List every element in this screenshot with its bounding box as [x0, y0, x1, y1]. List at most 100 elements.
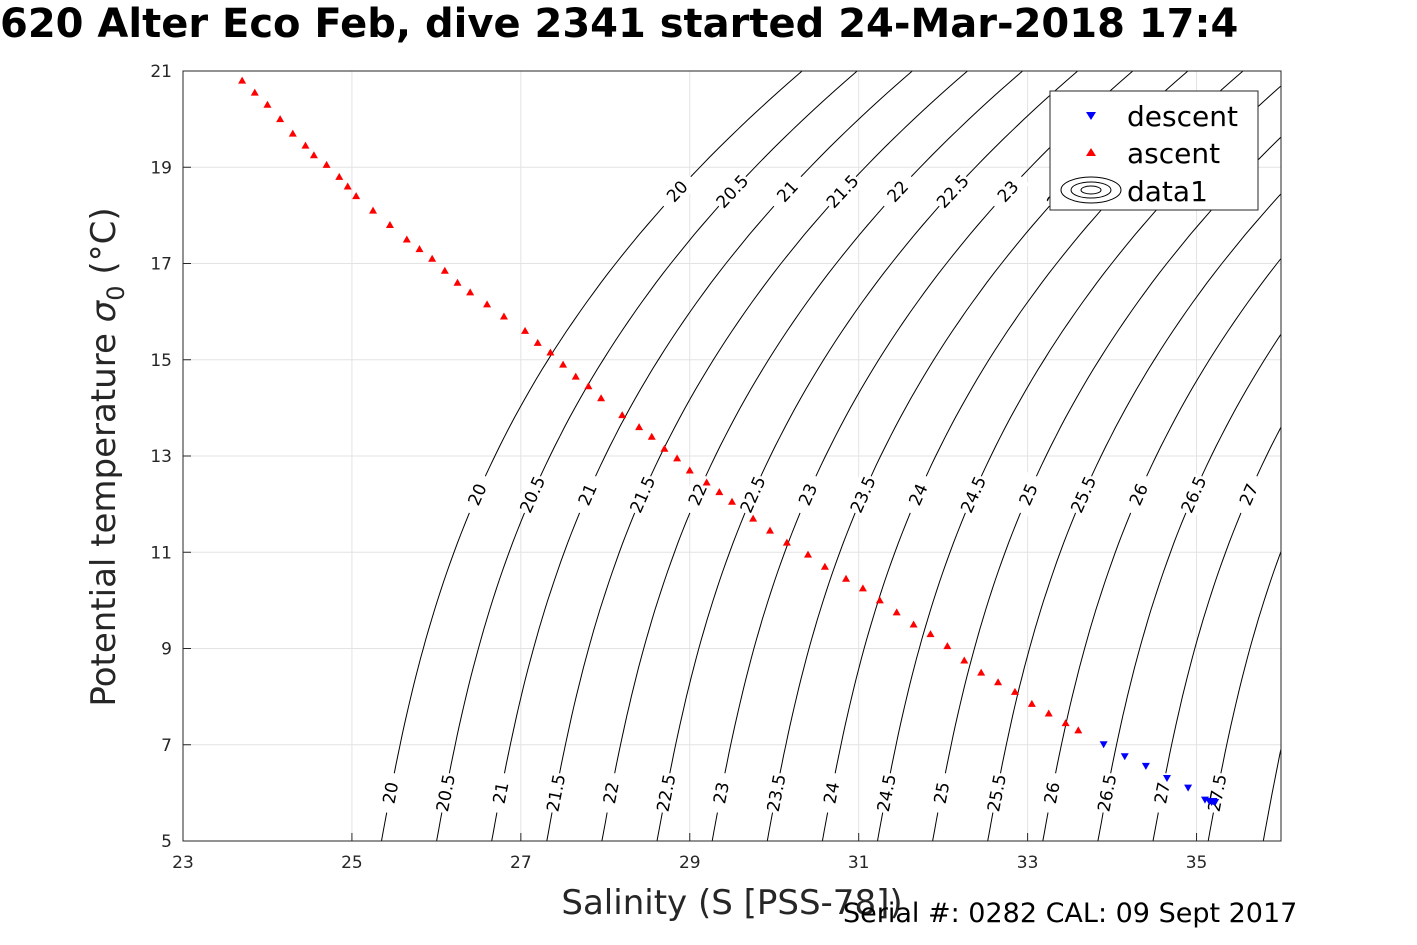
contour-label-group: 20.5 [514, 471, 551, 518]
x-tick-label: 25 [341, 853, 363, 873]
ascent-point [994, 678, 1003, 686]
contour-label-group: 21.5 [541, 771, 571, 815]
ascent-point [483, 300, 492, 308]
data-points [238, 76, 1220, 806]
ascent-point [875, 596, 884, 604]
contour-line [1152, 426, 1281, 841]
ascent-point [521, 326, 530, 334]
ascent-point [276, 115, 285, 123]
descent-point [1099, 741, 1108, 749]
ascent-point [584, 382, 593, 390]
contour-label-bg [1092, 771, 1122, 815]
contour-label-bg [651, 771, 681, 815]
contour-label-group: 20 [459, 471, 496, 518]
contour-label: 23.5 [847, 474, 881, 517]
descent-point [1211, 799, 1220, 806]
ascent-point [926, 630, 935, 638]
y-tick-label: 17 [150, 255, 172, 275]
ascent-point [385, 221, 394, 228]
ascent-point [428, 254, 437, 262]
ascent-point [597, 394, 606, 402]
ascent-point [1074, 726, 1083, 734]
contour-label-bg [624, 471, 661, 518]
contour-label-bg [514, 471, 551, 518]
contour-label-group: 20 [375, 771, 406, 815]
ascent-point [1044, 709, 1053, 717]
contour-label-bg [541, 771, 571, 815]
contour-label-bg [931, 169, 975, 214]
contour-label-bg [926, 771, 957, 815]
ascent-point [335, 172, 344, 180]
ascent-point [1010, 687, 1019, 695]
ascent-point [322, 160, 331, 168]
ascent-point [728, 497, 736, 505]
y-tick-label: 21 [150, 62, 172, 82]
contour-label-group: 21.5 [624, 471, 661, 518]
contour-label-bg [655, 169, 699, 214]
ascent-point [685, 466, 694, 474]
contour-label-group: 25.5 [1065, 471, 1102, 518]
contour-label: 20.5 [516, 474, 550, 517]
ascent-point [343, 182, 352, 190]
contour-label: 27 [1151, 781, 1175, 806]
ascent-point [309, 151, 318, 159]
ascent-point [618, 411, 627, 419]
contour-label-bg [569, 471, 606, 518]
ascent-point [288, 129, 297, 137]
contour-label-bg [1065, 471, 1102, 518]
ascent-point [533, 338, 542, 346]
contour-label-bg [1147, 771, 1177, 815]
legend-descent-label: descent [1127, 100, 1238, 133]
contour-label-bg [981, 771, 1012, 815]
y-tick-label: 15 [150, 351, 172, 371]
contour-label: 24 [820, 781, 844, 806]
contour-label-bg [844, 471, 882, 518]
contour-label-bg [820, 169, 865, 214]
contour-label-group: 24 [816, 771, 846, 815]
y-tick-label: 13 [150, 447, 172, 467]
contour-label-group: 27.5 [1202, 771, 1232, 815]
contour-label-bg [955, 471, 992, 518]
contour-line [1042, 257, 1281, 841]
ascent-point [977, 668, 986, 676]
y-tick-label: 9 [161, 640, 172, 660]
contour-label-bg [710, 169, 754, 214]
contour-label-group: 21 [569, 471, 606, 518]
ascent-point [673, 454, 682, 462]
y-axis-label-main: Potential temperature [84, 322, 124, 706]
ascent-point [635, 423, 644, 431]
contour-label-group: 23 [986, 169, 1030, 214]
contour-label: 21.5 [627, 474, 661, 517]
contour-label-bg [375, 771, 406, 815]
y-axis-label: Potential temperature σ0 (°C) [84, 207, 130, 706]
ascent-point [804, 550, 813, 558]
contour-label-bg [875, 169, 920, 214]
chart-title: 620 Alter Eco Feb, dive 2341 started 24-… [0, 1, 1239, 47]
y-tick-label: 5 [161, 832, 172, 852]
y-axis-label-unit: (°C) [84, 207, 124, 285]
ascent-point [499, 312, 508, 320]
contour-label: 23 [710, 781, 734, 806]
contour-label-group: 22 [596, 771, 626, 815]
contour-label-bg [871, 771, 902, 815]
contour-label-group: 22 [875, 169, 920, 214]
x-axis-label: Salinity (S [PSS-78]) [561, 883, 902, 923]
contour-label-group: 24.5 [871, 771, 902, 815]
contour-label: 22 [600, 781, 624, 806]
footer-serial-cal: Serial #: 0282 CAL: 09 Sept 2017 [843, 898, 1298, 929]
y-tick-label: 19 [150, 158, 172, 178]
ascent-point [466, 288, 475, 296]
contour-label-bg [596, 771, 626, 815]
contour-label: 26 [1041, 781, 1065, 806]
ascent-point [820, 562, 829, 570]
y-tick-label: 7 [161, 736, 172, 756]
ascent-point [415, 245, 424, 253]
contour-label-bg [761, 771, 791, 815]
contour-label: 25 [931, 781, 955, 806]
x-tick-label: 29 [679, 853, 701, 873]
legend: descent ascent data1 [1049, 90, 1259, 211]
ascent-point [369, 206, 378, 214]
ascent-point [766, 526, 775, 534]
ascent-point [715, 488, 724, 496]
